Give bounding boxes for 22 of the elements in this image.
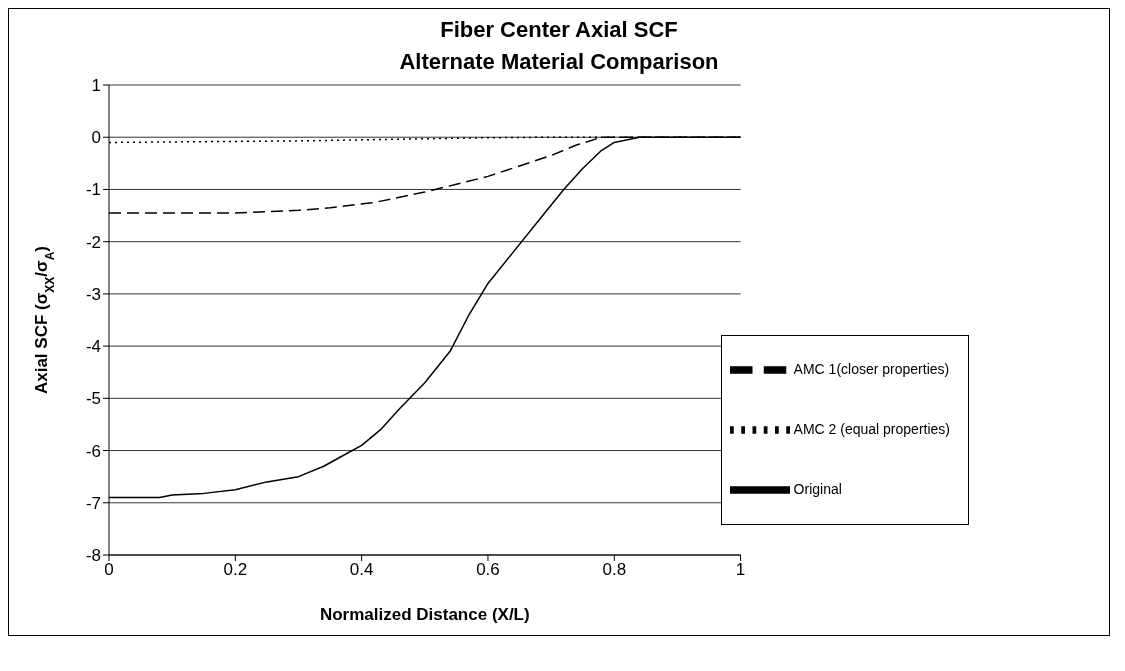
legend-label: Original — [793, 480, 842, 497]
y-tick-label: -3 — [85, 284, 101, 304]
y-tick-label: -1 — [85, 180, 101, 200]
x-axis-title: Normalized Distance (X/L) — [319, 605, 530, 624]
y-tick-label: 0 — [91, 128, 101, 148]
legend-label: AMC 2 (equal properties) — [793, 420, 950, 437]
y-tick-label: -4 — [85, 337, 101, 357]
x-tick-label: 0.8 — [602, 560, 627, 580]
x-tick-label: 1 — [735, 560, 746, 580]
x-tick-label: 0.4 — [349, 560, 374, 580]
y-tick-label: -6 — [85, 441, 101, 461]
y-tick-label: -2 — [85, 232, 101, 252]
chart-title: Fiber Center Axial SCF — [439, 16, 679, 43]
x-tick-label: 0 — [104, 560, 114, 580]
chart-subtitle: Alternate Material Comparison — [398, 48, 720, 75]
y-tick-label: -5 — [85, 389, 101, 409]
y-tick-label: 1 — [91, 76, 101, 96]
x-tick-label: 0.6 — [476, 560, 500, 580]
legend-label: AMC 1(closer properties) — [793, 360, 950, 377]
y-tick-label: -8 — [85, 546, 101, 566]
x-tick-label: 0.2 — [223, 560, 248, 580]
y-tick-label: -7 — [85, 493, 101, 513]
